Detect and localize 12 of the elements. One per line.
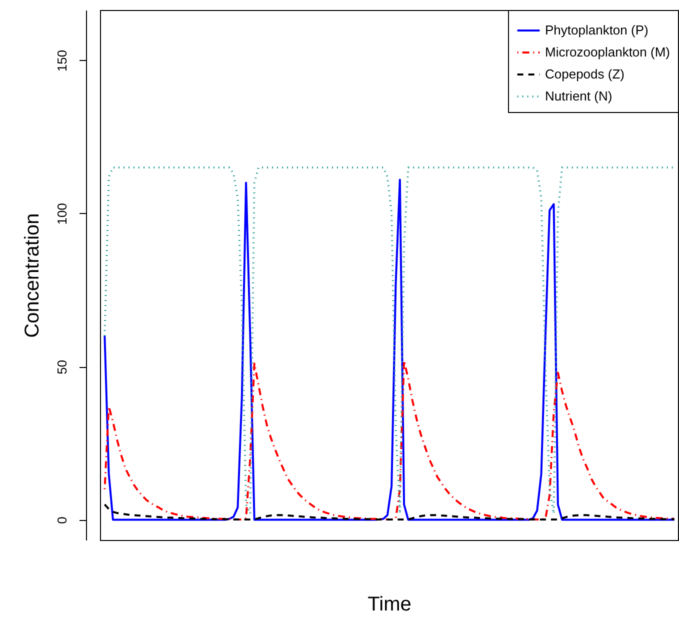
legend-label: Nutrient (N) xyxy=(545,88,612,104)
y-tick-label: 0 xyxy=(54,516,70,524)
y-axis-title: Concentration xyxy=(22,213,44,338)
legend-label: Copepods (Z) xyxy=(545,66,624,82)
y-tick-label: 150 xyxy=(54,50,70,72)
y-tick-label: 50 xyxy=(54,360,70,374)
legend-label: Microzooplankton (M) xyxy=(545,44,670,60)
y-tick-label: 100 xyxy=(54,203,70,225)
legend-label: Phytoplankton (P) xyxy=(545,22,648,38)
line-series xyxy=(104,359,676,520)
line-series xyxy=(104,503,676,520)
x-axis-title: Time xyxy=(368,594,412,616)
